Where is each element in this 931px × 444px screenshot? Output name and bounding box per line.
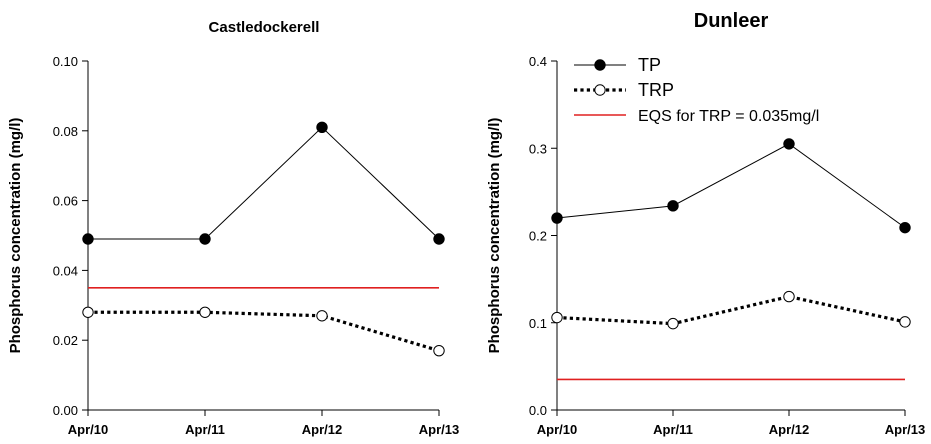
tp-data-point [551,212,563,224]
tp-data-point [899,221,911,234]
tp-series-line [88,126,440,240]
trp-data-point [316,310,328,322]
tp-data-point [82,233,94,245]
trp-data-point [783,290,795,303]
legend-label: TRP [638,80,674,100]
trp-data-point [667,317,679,330]
x-tick-label: Apr/13 [419,422,459,437]
y-tick-label: 0.3 [529,141,547,156]
x-tick-label: Apr/12 [302,422,342,437]
y-tick-label: 0.4 [529,54,547,69]
y-tick-label: 0.0 [529,403,547,418]
trp-series-line [88,310,440,353]
x-tick-label: Apr/12 [769,422,809,437]
legend: TP TRP EQS for TRP = 0.035mg/l [574,55,819,125]
x-tick-label: Apr/11 [653,422,693,437]
x-tick-label: Apr/11 [185,422,225,437]
legend-marker-trp [594,84,606,96]
trp-data-point [433,344,445,357]
tp-data-point [433,233,445,245]
trp-data-point [199,306,211,318]
y-tick-label: 0.06 [53,194,78,209]
y-axis-label: Phosphorus concentration (mg/l) [7,118,24,354]
y-tick-label: 0.00 [53,403,78,418]
trp-data-point [82,306,94,318]
tp-data-point [199,233,211,245]
legend-label: EQS for TRP = 0.035mg/l [638,108,819,125]
y-tick-label: 0.02 [53,333,78,348]
chart-panel-1: Castledockerell Phosphorus concentration … [7,19,459,437]
legend-marker-tp [594,59,606,71]
trp-data-point [551,311,563,324]
y-tick-label: 0.1 [529,316,547,331]
y-tick-label: 0.04 [53,263,78,278]
x-tick-label: Apr/10 [68,422,108,437]
tp-data-point [783,138,795,150]
legend-label: TP [638,55,661,75]
x-tick-label: Apr/13 [885,422,925,437]
tp-data-point [316,121,328,134]
trp-series-line [556,294,906,326]
y-tick-label: 0.2 [529,229,547,244]
tp-data-point [667,200,679,212]
trp-data-point [899,316,911,328]
chart-title: Castledockerell [209,19,320,36]
y-axis-label: Phosphorus concentration (mg/l) [486,118,503,354]
chart-panel-2: Dunleer Phosphorus concentration (mg/l) 0.… [486,10,925,437]
chart-title: Dunleer [694,10,769,32]
y-tick-label: 0.10 [53,54,78,69]
x-tick-label: Apr/10 [537,422,577,437]
tp-series-line [556,143,906,229]
y-tick-label: 0.08 [53,124,78,139]
